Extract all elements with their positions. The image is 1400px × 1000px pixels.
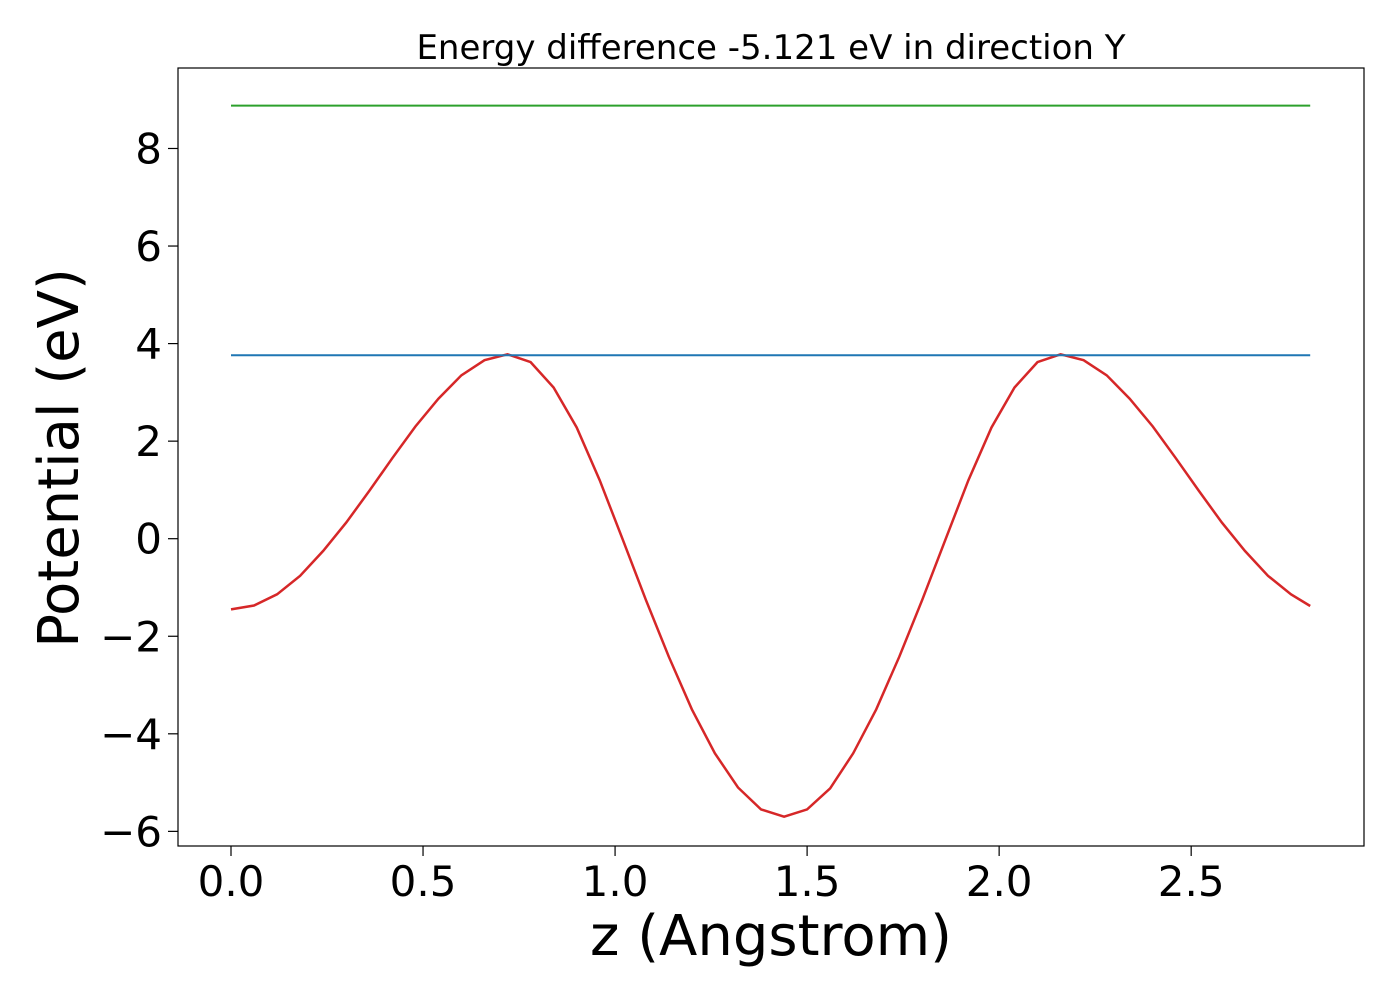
x-tick-label: 2.5	[1158, 857, 1225, 906]
series-line-0	[230, 352, 1311, 819]
y-tick-label: −2	[100, 612, 162, 661]
x-tick-label: 0.0	[198, 857, 265, 906]
y-tick-label: 4	[135, 320, 162, 369]
y-axis: −6 −4 −2 0 2 4 6 8	[100, 124, 178, 856]
y-axis-label: Potential (eV)	[27, 268, 92, 648]
y-tick-label: 8	[135, 124, 162, 173]
y-tick-label: −4	[100, 710, 162, 759]
plot-frame	[177, 67, 1365, 847]
y-tick-label: −6	[100, 807, 162, 856]
x-axis-label: z (Angstrom)	[590, 904, 952, 969]
y-tick-label: 0	[135, 515, 162, 564]
y-tick-label: 2	[135, 417, 162, 466]
plot-area	[230, 104, 1311, 819]
x-tick-label: 2.0	[966, 857, 1033, 906]
x-tick-label: 1.0	[582, 857, 649, 906]
y-tick-label: 6	[135, 222, 162, 271]
x-tick-label: 0.5	[390, 857, 457, 906]
x-axis: 0.0 0.5 1.0 1.5 2.0 2.5	[198, 846, 1225, 906]
chart-title: Energy difference -5.121 eV in direction…	[416, 28, 1125, 68]
x-tick-label: 1.5	[774, 857, 841, 906]
